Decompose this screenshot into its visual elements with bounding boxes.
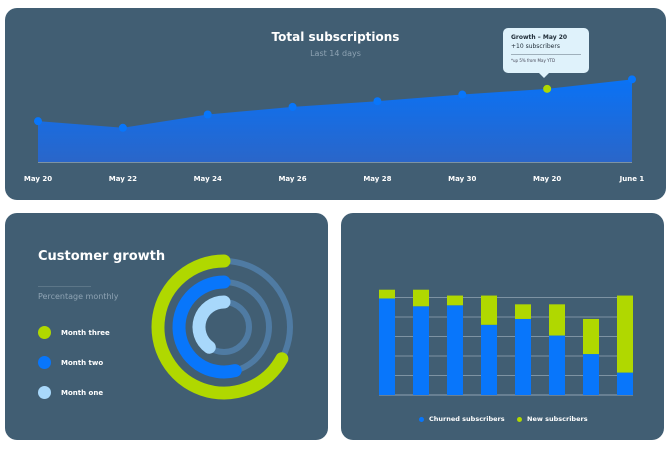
subscribers-bar-card: Churned subscribers New subscribers [341,213,664,440]
bar-segment[interactable] [447,295,463,306]
bar-segment[interactable] [583,318,599,355]
legend-month-two: Month two [38,356,103,369]
radial-chart [151,254,293,400]
bar-segment[interactable] [617,372,633,395]
data-point[interactable] [118,123,127,132]
data-point[interactable] [288,102,297,111]
legend-label: Month two [61,358,104,367]
legend-churned: Churned subscribers [419,415,505,423]
area-fill [38,79,632,162]
stacked-bar-chart [379,289,633,396]
data-point[interactable] [34,117,42,126]
x-tick-label: May 22 [108,175,137,183]
customer-growth-card: Customer growth Percentage monthly Month… [5,213,328,440]
total-subscriptions-card: Total subscriptions Last 14 days May 20 M… [5,8,666,200]
chart-subtitle: Last 14 days [310,49,361,58]
legend-dot-icon [38,386,51,399]
ring-arc [192,295,231,354]
legend-month-one: Month one [38,386,103,399]
bar-segment[interactable] [413,306,429,395]
tooltip: Growth – May 20 +10 subscribers *up 5% f… [503,28,589,78]
chart-subtitle: Percentage monthly [38,292,119,301]
bar-segment[interactable] [617,295,633,373]
bar-segment[interactable] [515,318,531,395]
bar-segment[interactable] [481,324,497,395]
ring-arc [172,275,242,379]
legend-dot-icon [419,416,424,422]
x-tick-label: May 20 [533,175,562,183]
x-tick-label: May 24 [193,175,222,183]
tooltip-note: *up 5% from May YTD [511,58,556,63]
chart-title: Customer growth [38,249,166,264]
bar-segment[interactable] [549,304,565,336]
chart-title: Total subscriptions [271,30,400,44]
bar-segment[interactable] [379,298,395,395]
legend-month-three: Month three [38,326,110,339]
data-point[interactable] [458,90,467,99]
legend-dot-icon [38,326,51,339]
x-tick-label: May 20 [23,175,53,183]
legend-label: Churned subscribers [429,415,505,423]
legend-dot-icon [517,416,522,422]
data-point[interactable] [543,84,552,93]
data-point[interactable] [373,97,382,106]
bar-segment[interactable] [447,305,463,395]
ring-arc [151,254,289,400]
legend-label: Month one [61,388,104,397]
legend-new: New subscribers [517,415,588,423]
x-tick-label: May 30 [448,175,477,183]
tooltip-title: Growth – May 20 [511,34,568,41]
bar-segment[interactable] [379,289,395,299]
tooltip-value: +10 subscribers [511,43,560,50]
legend-dot-icon [38,356,51,369]
data-point[interactable] [203,110,212,119]
legend-label: New subscribers [527,415,588,423]
bar-segment[interactable] [515,304,531,319]
bar-segment[interactable] [481,295,497,325]
bar-segment[interactable] [583,354,599,395]
area-chart [34,75,636,163]
data-point[interactable] [628,75,636,84]
legend-label: Month three [61,328,110,337]
x-tick-label: May 26 [278,175,307,183]
bar-segment[interactable] [549,335,565,395]
bar-segment[interactable] [413,289,429,307]
x-tick-label: June 1 [619,175,645,183]
x-tick-label: May 28 [363,175,392,183]
